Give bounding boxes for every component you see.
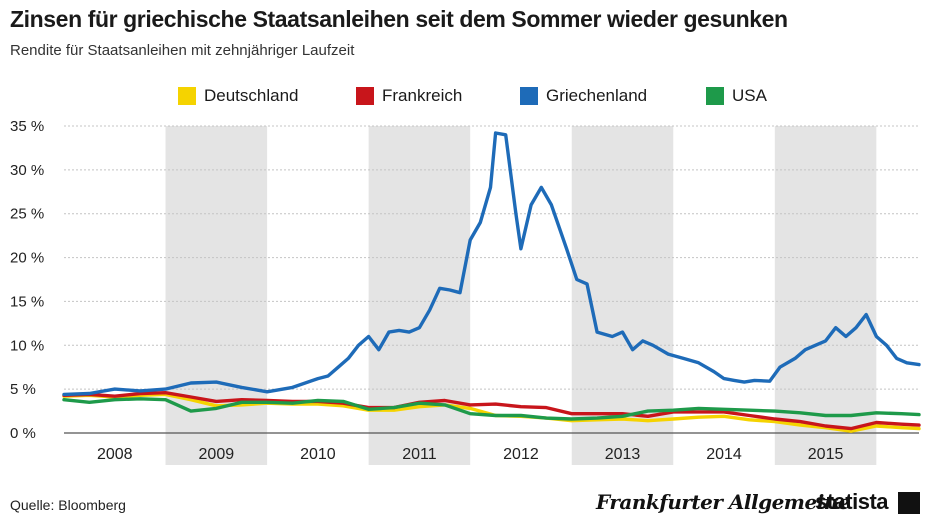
chart-title: Zinsen für griechische Staatsanleihen se…	[10, 6, 788, 32]
legend-item-griechenland: Griechenland	[520, 86, 647, 106]
legend-swatch-griechenland	[520, 87, 538, 105]
series-line-griechenland	[62, 131, 921, 397]
legend-swatch-frankreich	[356, 87, 374, 105]
series-line-frankreich	[62, 391, 921, 431]
source-note: Quelle: Bloomberg	[10, 497, 126, 513]
legend-item-usa: USA	[706, 86, 767, 106]
y-tick-label: 10 %	[10, 337, 44, 354]
publisher-logo: Frankfurter Allgemeine	[596, 490, 851, 514]
x-tick-label: 2010	[300, 446, 336, 463]
y-tick-label: 15 %	[10, 293, 44, 310]
shaded-band-2009	[165, 126, 268, 465]
legend-label-deutschland: Deutschland	[204, 86, 299, 105]
shaded-band-2011	[368, 126, 471, 465]
y-tick-label: 35 %	[10, 118, 44, 135]
x-tick-label: 2013	[605, 446, 641, 463]
legend-label-frankreich: Frankreich	[382, 86, 463, 105]
x-tick-label: 2009	[199, 446, 235, 463]
legend: Deutschland Frankreich Griechenland USA	[0, 86, 940, 112]
legend-label-usa: USA	[732, 86, 767, 105]
y-tick-label: 0 %	[10, 425, 36, 442]
chart-subtitle: Rendite für Staatsanleihen mit zehnjähri…	[10, 42, 355, 59]
x-tick-label: 2015	[808, 446, 844, 463]
legend-item-frankreich: Frankreich	[356, 86, 462, 106]
legend-swatch-usa	[706, 87, 724, 105]
legend-swatch-deutschland	[178, 87, 196, 105]
shaded-band-2015	[774, 126, 877, 465]
y-tick-label: 25 %	[10, 206, 44, 223]
legend-item-deutschland: Deutschland	[178, 86, 299, 106]
y-tick-label: 5 %	[10, 381, 36, 398]
y-tick-label: 20 %	[10, 250, 44, 267]
x-tick-label: 2011	[402, 446, 437, 463]
x-tick-label: 2014	[706, 446, 742, 463]
legend-label-griechenland: Griechenland	[546, 86, 648, 105]
statista-logo: statista	[815, 489, 889, 514]
x-tick-label: 2012	[503, 446, 539, 463]
y-tick-label: 30 %	[10, 162, 44, 179]
series-line-usa	[62, 397, 921, 421]
x-tick-label: 2008	[97, 446, 133, 463]
statista-mark-icon	[898, 492, 920, 514]
